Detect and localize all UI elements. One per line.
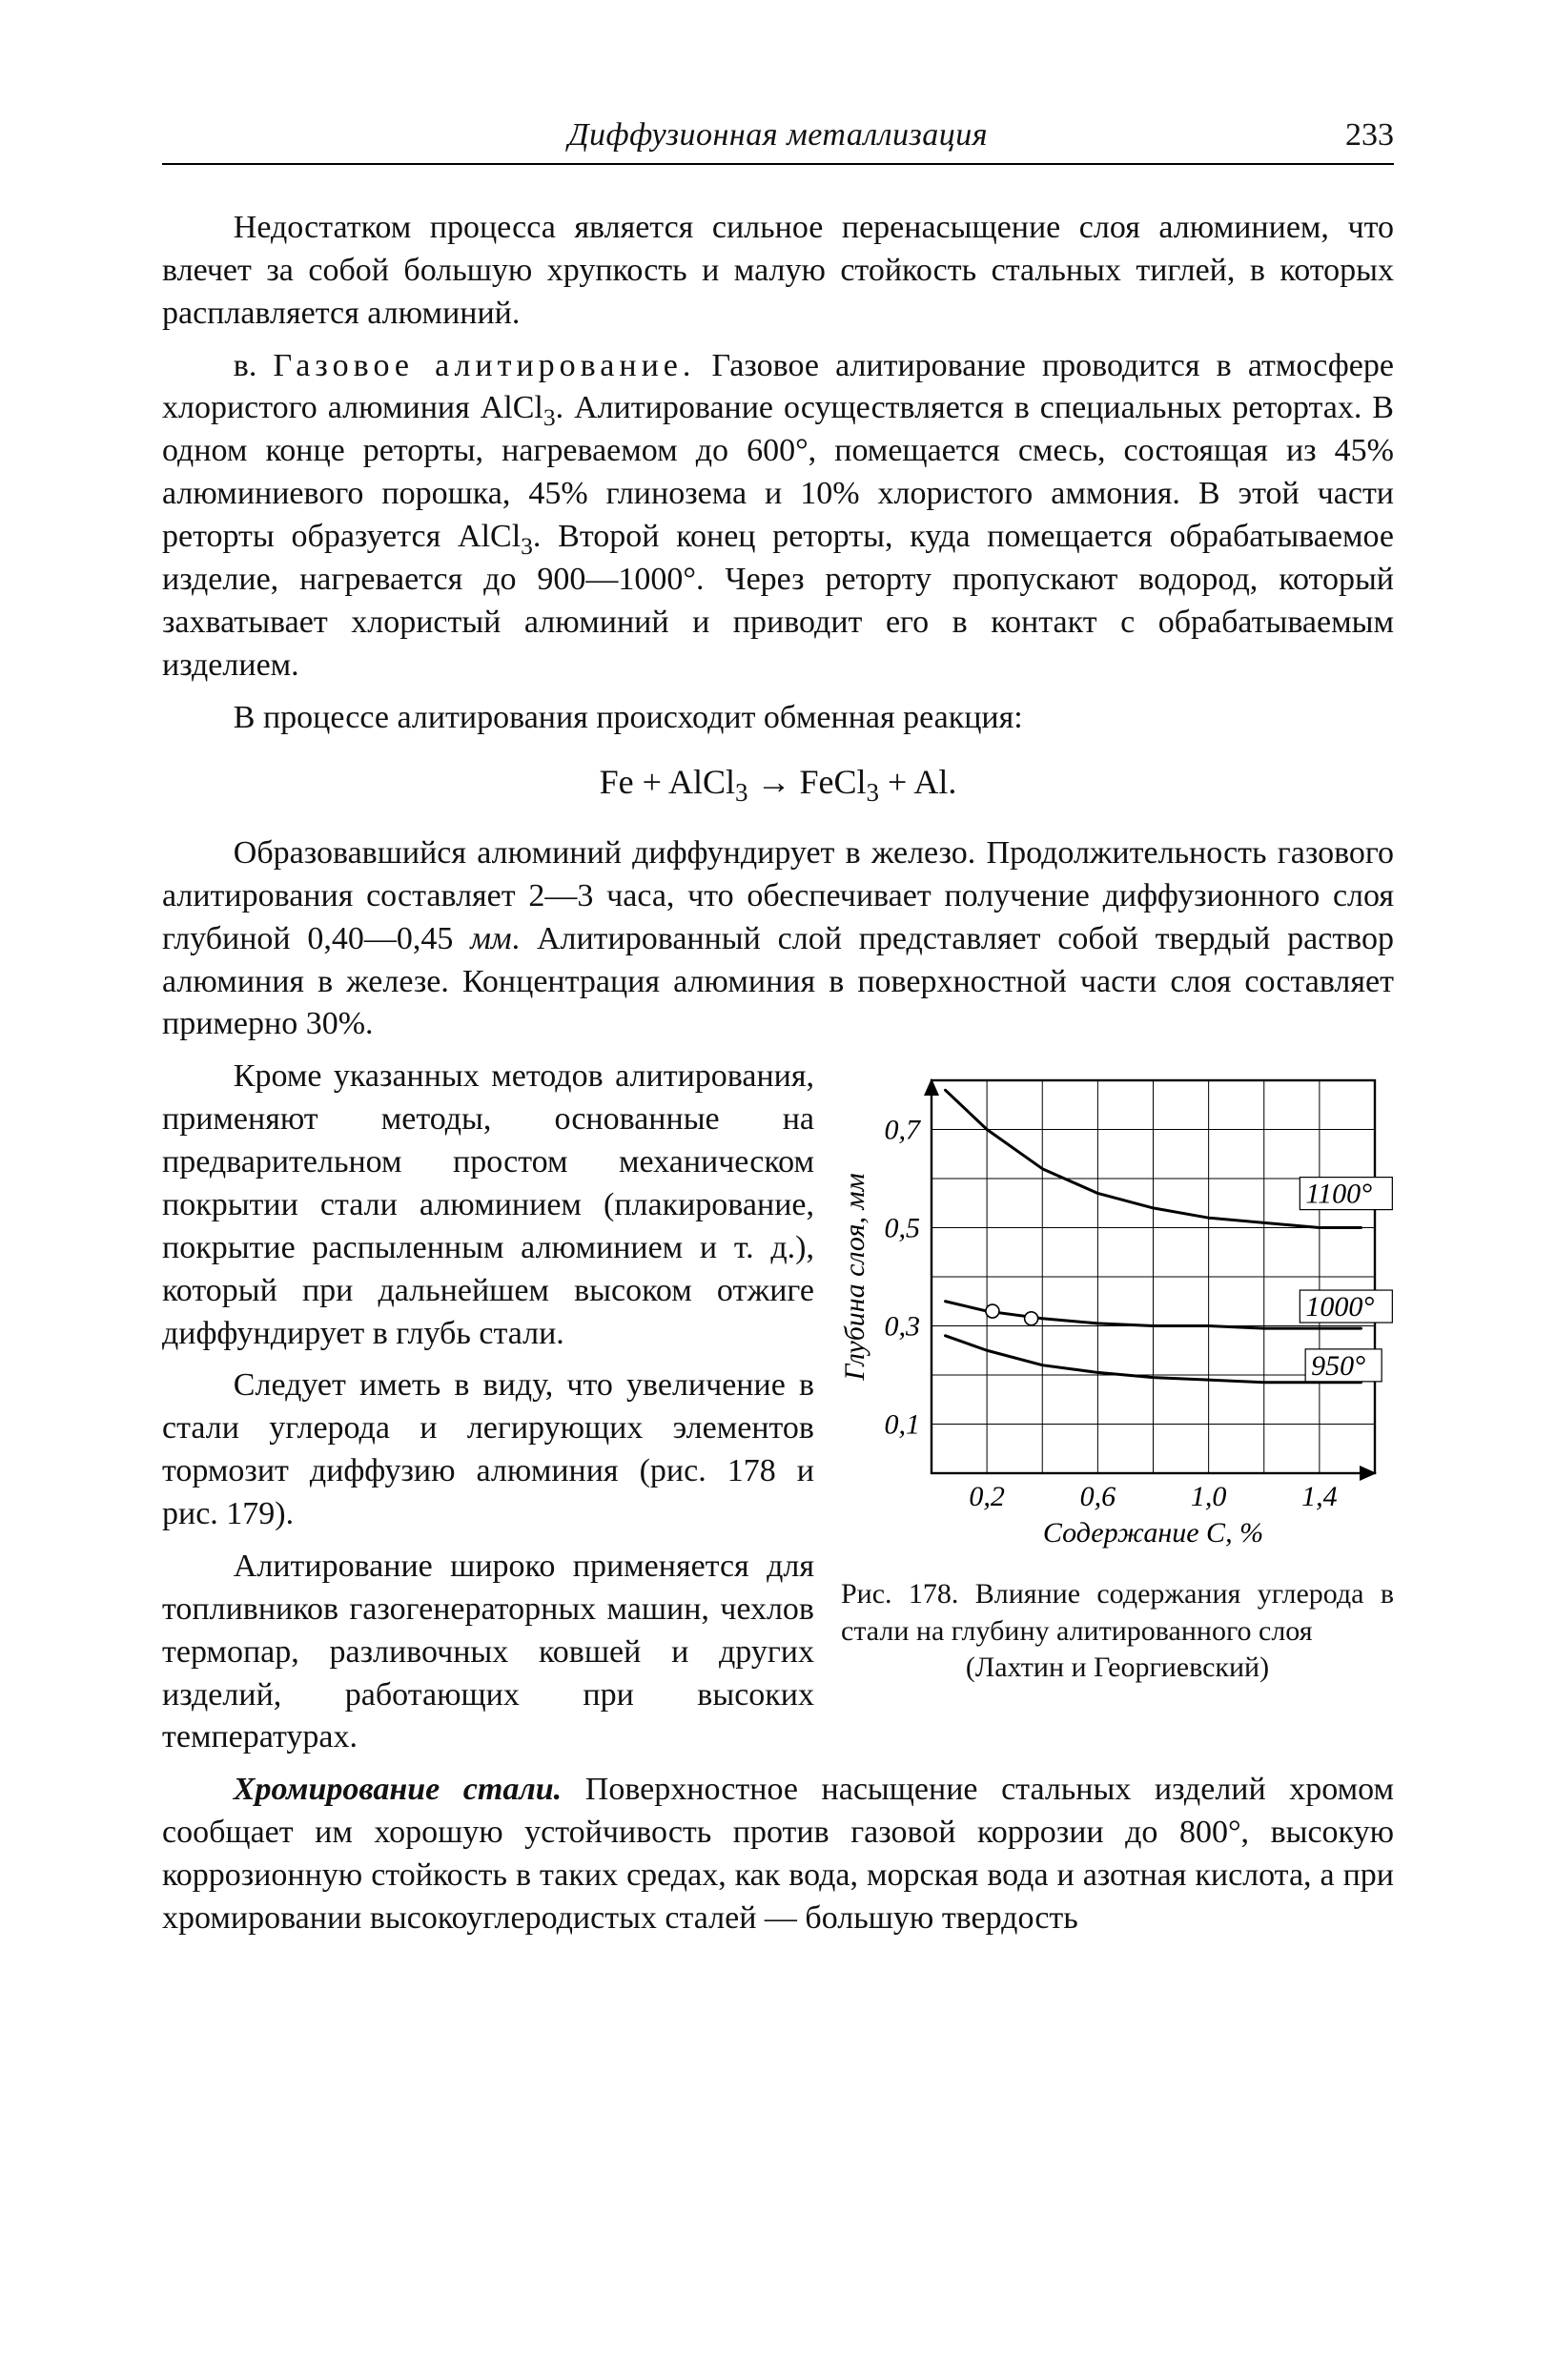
figure-178-caption-text: Рис. 178. Влияние содержания углерода в … <box>841 1578 1394 1646</box>
figure-178-chart: 1100° 1000° 950° 0,2 0,6 1,0 1,4 0,1 0,3 0,5 0,7 Со… <box>841 1063 1394 1559</box>
eq-sub2: 3 <box>867 779 880 808</box>
para-1: Недостатком процесса является сильное пе… <box>162 207 1394 336</box>
svg-text:0,1: 0,1 <box>885 1409 921 1441</box>
page-number: 233 <box>1289 114 1394 157</box>
para-2: в. Газовое алитирование. Газовое алитиро… <box>162 345 1394 687</box>
svg-text:950°: 950° <box>1311 1350 1365 1382</box>
eq-post: + Al. <box>879 763 956 801</box>
svg-text:0,5: 0,5 <box>885 1213 921 1244</box>
figure-178: 1100° 1000° 950° 0,2 0,6 1,0 1,4 0,1 0,3 0,5 0,7 Со… <box>841 1063 1394 1686</box>
para-8-lead: Хромирование стали. <box>234 1772 562 1807</box>
para-4: Образовавшийся алюминий диффундирует в ж… <box>162 832 1394 1046</box>
para-2-lead: в. <box>234 348 274 383</box>
eq-sub1: 3 <box>735 779 748 808</box>
figure-178-caption-last: (Лахтин и Георгиевский) <box>841 1650 1394 1686</box>
para-2-sub2: 3 <box>521 532 533 560</box>
para-4-mm: мм <box>470 921 511 956</box>
svg-text:1,4: 1,4 <box>1301 1481 1338 1512</box>
running-head: Диффузионная металлизация 233 <box>162 114 1394 165</box>
svg-text:0,3: 0,3 <box>885 1311 921 1343</box>
svg-text:Глубина слоя, мм: Глубина слоя, мм <box>841 1173 870 1382</box>
equation: Fe + AlCl3 → FeCl3 + Al. <box>162 760 1394 806</box>
para-3: В процессе алитирования происходит обмен… <box>162 697 1394 740</box>
svg-text:1,0: 1,0 <box>1191 1481 1227 1512</box>
svg-text:1000°: 1000° <box>1305 1291 1374 1323</box>
para-2-sub1: 3 <box>543 403 556 431</box>
svg-text:0,2: 0,2 <box>969 1481 1005 1512</box>
svg-text:1100°: 1100° <box>1305 1179 1372 1210</box>
svg-text:0,6: 0,6 <box>1080 1481 1116 1512</box>
eq-pre: Fe + AlCl <box>600 763 735 801</box>
svg-text:0,7: 0,7 <box>885 1115 923 1146</box>
running-title: Диффузионная металлизация <box>267 114 1289 157</box>
para-8: Хромирование стали. Поверхностное насыще… <box>162 1769 1394 1940</box>
svg-text:Содержание С, %: Содержание С, % <box>1043 1517 1263 1549</box>
para-2-spaced: Газовое алитирование. <box>273 348 695 383</box>
page: Диффузионная металлизация 233 Недостатко… <box>0 0 1556 2380</box>
eq-mid: → FeCl <box>748 763 867 801</box>
figure-178-caption: Рис. 178. Влияние содержания углерода в … <box>841 1576 1394 1686</box>
